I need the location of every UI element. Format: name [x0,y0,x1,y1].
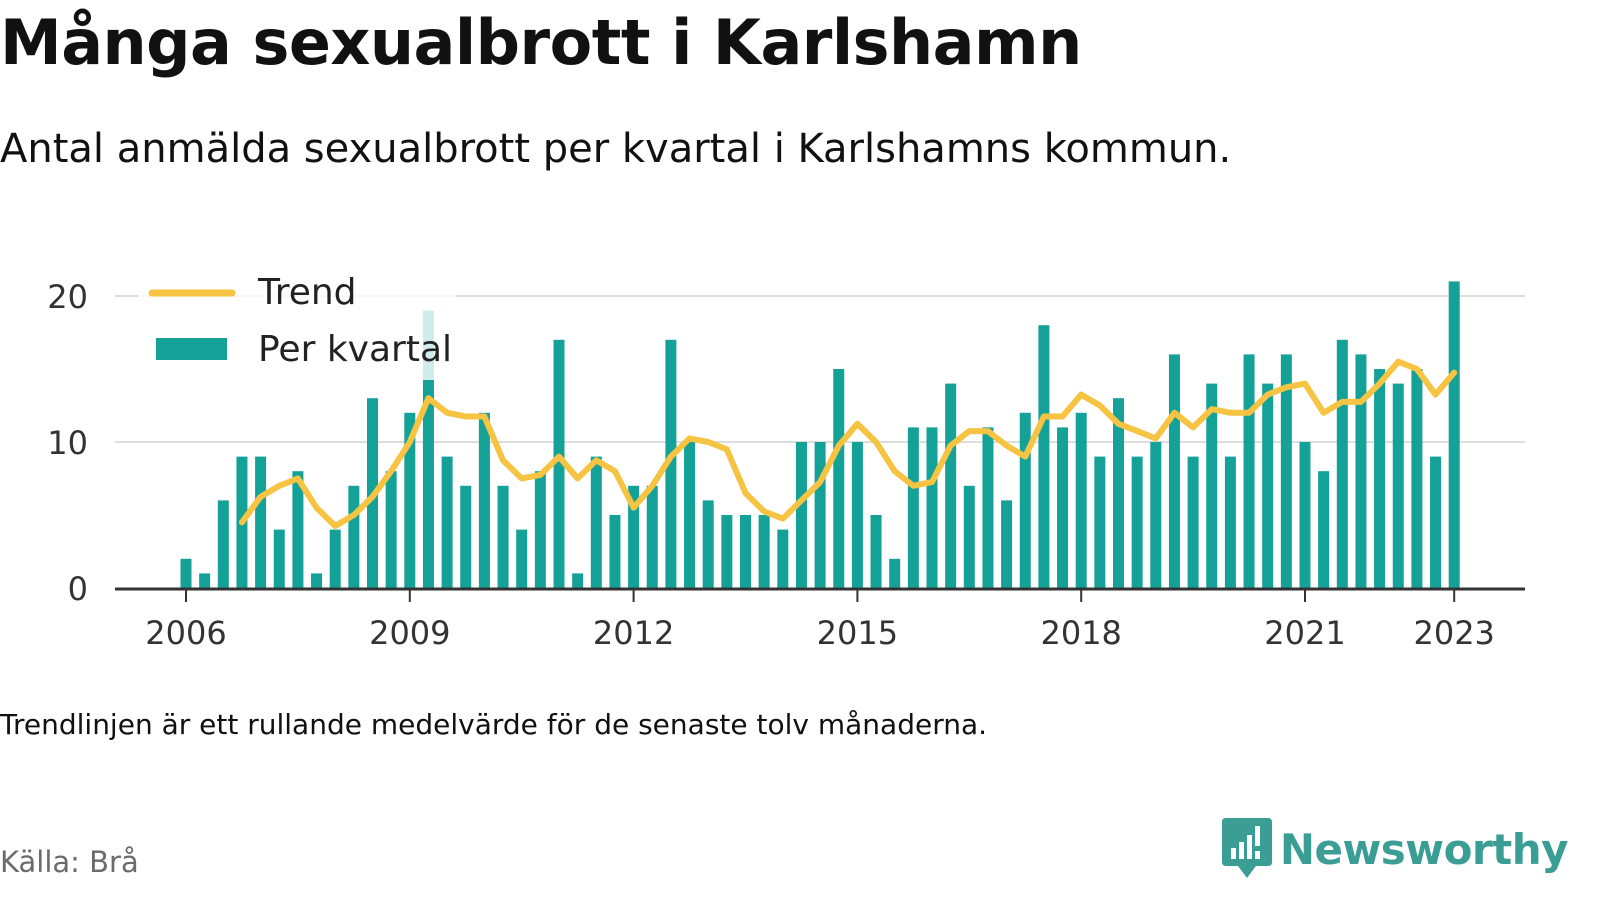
bar [889,558,901,588]
x-tick-label: 2009 [369,614,450,652]
bar [255,456,267,588]
bar [385,471,397,588]
footnote: Trendlinjen är ett rullande medelvärde f… [0,708,988,741]
bar [217,500,229,588]
bar [833,369,845,588]
bar [628,485,640,588]
bar [851,442,863,588]
bar [516,529,528,588]
bar [1038,325,1050,588]
bar [684,442,696,588]
bar [758,515,770,588]
x-tick-label: 2023 [1413,614,1494,652]
bar [1150,442,1162,588]
bar [1243,354,1255,588]
bar [907,427,919,588]
legend-trend-label: Trend [257,272,357,313]
bar [1001,500,1013,588]
newsworthy-logo: Newsworthy [1221,818,1569,880]
bar [1094,456,1106,588]
bar [292,471,304,588]
bar [348,485,360,588]
bar [273,529,285,588]
bar [441,456,453,588]
bar [311,573,323,588]
bar [1057,427,1069,588]
brand-name: Newsworthy [1279,824,1569,874]
bar [926,427,938,588]
chart-title: Många sexualbrott i Karlshamn [0,6,1082,79]
bar [199,573,211,588]
bar [1430,456,1442,588]
bar [646,485,658,588]
bar [1299,442,1311,588]
x-tick-label: 2012 [593,614,674,652]
bar [702,500,714,588]
newsworthy-logo-icon [1221,818,1272,878]
bar [1113,398,1124,588]
bar [422,310,434,588]
bar [982,427,994,588]
bar [665,339,677,588]
trend-line [238,358,1458,529]
bar [1318,471,1330,588]
bar [870,515,882,588]
y-tick-label: 20 [47,278,88,316]
bar [1206,383,1218,588]
bar [460,485,472,588]
bar [1448,281,1460,588]
bar [1280,354,1292,588]
bar [1131,456,1143,588]
bar [572,573,584,588]
bar [1168,354,1180,588]
bar [329,529,341,588]
bar [1224,456,1236,588]
bar [590,456,602,588]
bar [721,515,733,588]
bar [1392,383,1404,588]
bar [1019,412,1031,588]
x-tick-label: 2018 [1040,614,1121,652]
bar [478,412,490,588]
bar [1336,339,1348,588]
bar [1262,383,1274,588]
axes: 0 10 20 2006 2009 2012 2015 2018 2021 2023 [47,278,1525,652]
trend-line-layer [238,358,1458,529]
bar [497,485,509,588]
bar [1411,369,1423,588]
y-tick-label: 0 [68,570,88,608]
bars [180,281,1460,588]
bar [945,383,957,588]
bar-line-chart: 0 10 20 2006 2009 2012 2015 2018 2021 2023 Trend P… [47,268,1525,652]
bar [795,442,807,588]
legend: Trend Per kvartal [138,268,456,380]
legend-bar-swatch [156,338,227,360]
bar [553,339,565,588]
legend-bar-label: Per kvartal [258,329,452,370]
x-tick-label: 2021 [1264,614,1345,652]
y-tick-label: 10 [47,424,88,462]
bar [777,529,789,588]
bar [1355,354,1367,588]
bar [404,412,416,588]
x-tick-label: 2015 [817,614,898,652]
legend-background [138,268,456,380]
bar [1187,456,1199,588]
bar [963,485,975,588]
bar [609,515,621,588]
bar [814,442,826,588]
bar [1374,369,1386,588]
chart-subtitle: Antal anmälda sexualbrott per kvartal i … [0,126,1232,172]
source-label: Källa: Brå [0,845,139,879]
x-tick-label: 2006 [145,614,226,652]
bar [1075,412,1087,588]
bar [740,515,751,588]
bar [180,558,192,588]
bar [534,471,546,588]
